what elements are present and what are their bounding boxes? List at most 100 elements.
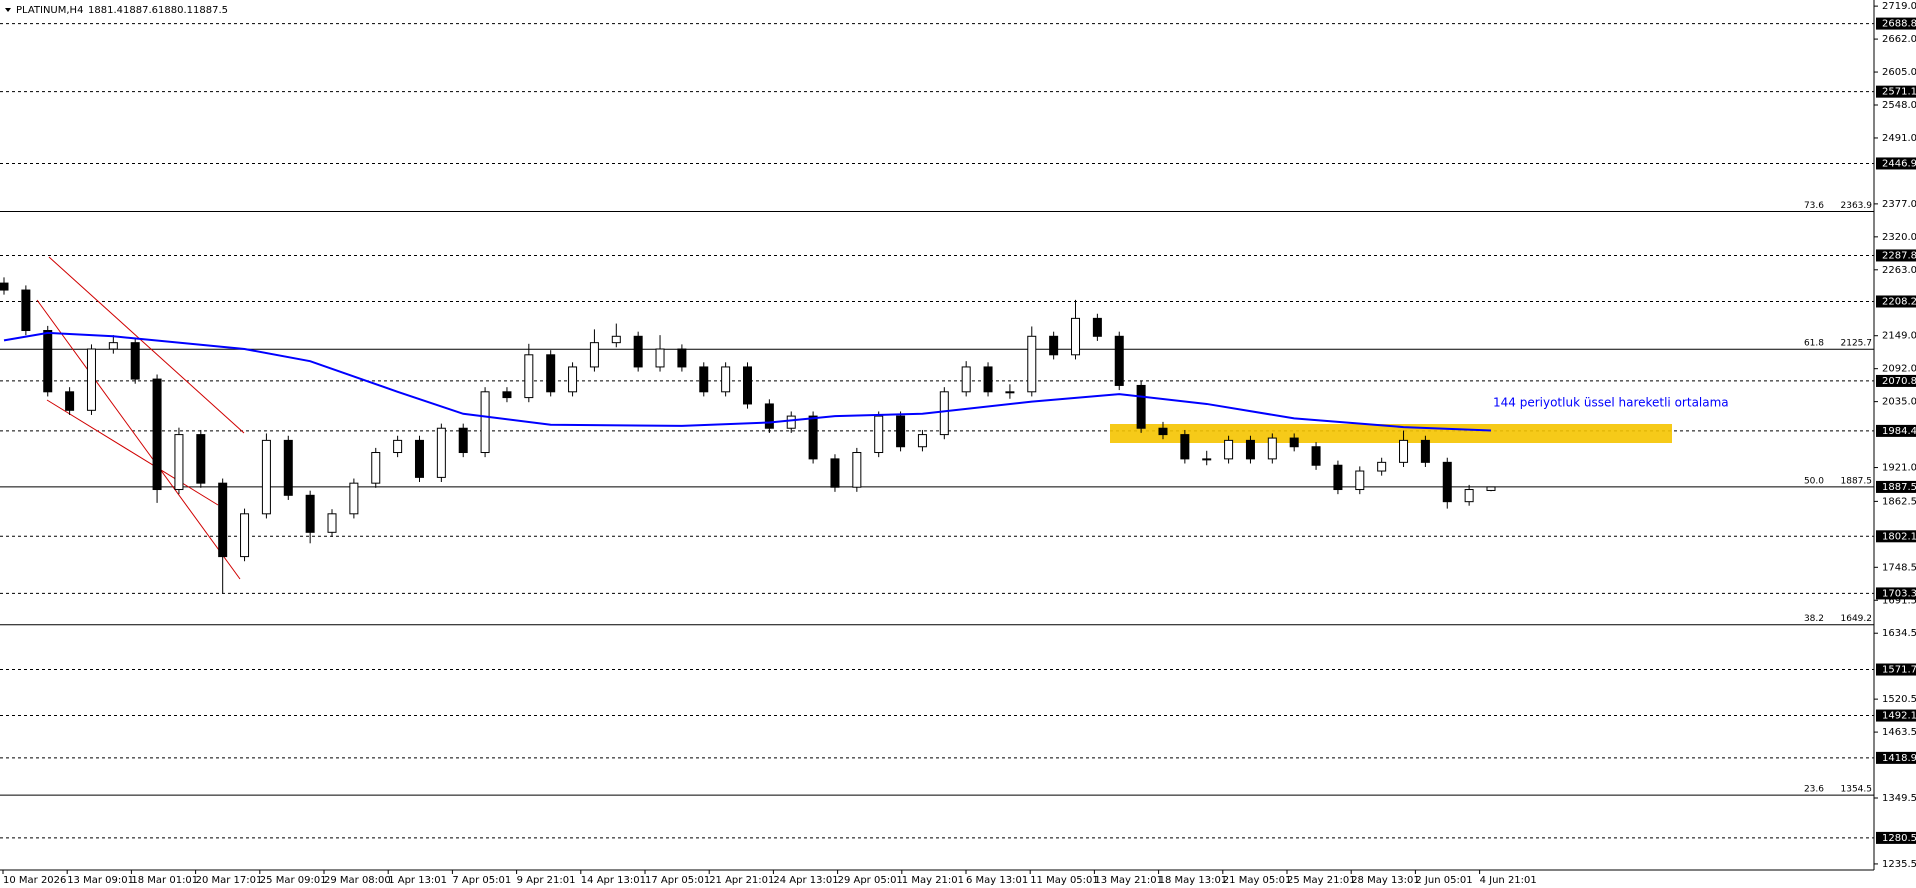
candle-body — [327, 513, 337, 533]
candle-body — [896, 415, 906, 448]
candle-body — [1355, 470, 1365, 491]
candle-body — [1202, 458, 1212, 461]
symbol: PLATINUM,H4 — [16, 5, 83, 16]
y-tick-label: 2035.0 — [1882, 397, 1916, 408]
fib-level: 50.0 — [1804, 476, 1824, 486]
candle-body — [349, 482, 359, 515]
candle-body — [1442, 461, 1452, 503]
candle-body — [1464, 489, 1474, 503]
y-tick-label: 2149.0 — [1882, 331, 1916, 342]
candle-body — [1180, 434, 1190, 460]
candle-body — [939, 391, 949, 436]
candle-body — [1114, 335, 1124, 386]
candle-body — [1136, 384, 1146, 429]
candle-body — [1311, 446, 1321, 466]
x-tick-label: 25 Mar 09:01 — [260, 875, 327, 886]
level-label: 2571.1 — [1882, 87, 1916, 98]
candle-body — [196, 434, 206, 484]
candle-body — [218, 482, 228, 558]
level-label: 1492.1 — [1882, 711, 1916, 722]
y-tick-label: 1520.5 — [1882, 694, 1916, 705]
fib-level: 23.6 — [1804, 785, 1824, 795]
candle-body — [524, 354, 534, 399]
x-tick-label: 7 Apr 05:01 — [452, 875, 511, 886]
x-tick-label: 18 Mar 01:01 — [131, 875, 198, 886]
candle-body — [1049, 335, 1059, 356]
candle-body — [393, 439, 403, 454]
y-tick-label: 1235.5 — [1882, 859, 1916, 870]
candle-body — [371, 452, 381, 484]
candle-body — [0, 282, 9, 291]
candle-body — [589, 342, 599, 368]
y-tick-label: 2662.0 — [1882, 34, 1916, 45]
candle-body — [240, 513, 250, 558]
menu-arrow[interactable] — [5, 8, 11, 12]
x-tick-label: 13 Mar 09:01 — [67, 875, 134, 886]
x-tick-label: 4 Jun 21:01 — [1480, 875, 1537, 886]
candle-body — [983, 366, 993, 393]
candle-body — [1420, 439, 1430, 463]
x-tick-label: 24 Apr 13:01 — [773, 875, 838, 886]
candle-body — [852, 452, 862, 488]
channel-line — [46, 399, 219, 506]
y-tick-label: 2605.0 — [1882, 67, 1916, 78]
level-box — [1876, 295, 1916, 308]
candle-body — [1071, 317, 1081, 356]
y-tick-label: 1748.5 — [1882, 562, 1916, 573]
candle-body — [611, 335, 621, 344]
x-tick-label: 29 Mar 08:00 — [324, 875, 391, 886]
level-label: 1802.1 — [1882, 531, 1916, 542]
x-tick-label: 21 May 05:01 — [1223, 875, 1292, 886]
candle-body — [1289, 437, 1299, 448]
candle-body — [655, 348, 665, 368]
x-tick-label: 28 May 13:01 — [1351, 875, 1420, 886]
candle-body — [764, 403, 774, 429]
candle-body — [743, 366, 752, 405]
fib-level: 38.2 — [1804, 614, 1824, 624]
fib-price: 2363.9 — [1841, 201, 1873, 211]
candle-body — [874, 415, 884, 454]
y-tick-label: 2377.0 — [1882, 199, 1916, 210]
candle-body — [65, 391, 75, 411]
y-tick-label: 2548.0 — [1882, 100, 1916, 111]
level-box — [1876, 751, 1916, 764]
level-box — [1876, 85, 1916, 98]
candle-body — [677, 348, 687, 368]
candle-body — [808, 415, 818, 460]
candle-body — [174, 434, 184, 491]
level-box — [1876, 17, 1916, 30]
ema-annotation: 144 periyotluk üssel hareketli ortalama — [1493, 396, 1729, 410]
channel-line — [36, 299, 241, 580]
candle-body — [1158, 427, 1168, 436]
y-tick-label: 2263.0 — [1882, 265, 1916, 276]
level-label: 2688.8 — [1882, 19, 1916, 30]
candle-body — [261, 439, 271, 515]
x-tick-label: 25 May 21:01 — [1287, 875, 1356, 886]
candle-body — [1224, 439, 1234, 460]
level-box — [1876, 424, 1916, 437]
x-tick-label: 17 Apr 05:01 — [645, 875, 710, 886]
candle-body — [1486, 486, 1496, 491]
level-box — [1876, 587, 1916, 600]
x-tick-label: 1 Apr 13:01 — [388, 875, 447, 886]
price-box — [1876, 480, 1916, 493]
x-tick-label: 14 Apr 13:01 — [581, 875, 646, 886]
candle-body — [546, 354, 556, 393]
x-tick-label: 21 Apr 21:01 — [709, 875, 774, 886]
candle-body — [283, 439, 293, 496]
x-tick-label: 10 Mar 2026 — [3, 875, 66, 886]
y-tick-label: 1862.5 — [1882, 496, 1916, 507]
candle-body — [1267, 437, 1277, 460]
level-label: 2070.8 — [1882, 376, 1916, 387]
y-tick-label: 2719.0 — [1882, 1, 1916, 12]
candle-body — [1377, 461, 1387, 472]
candle-body — [633, 335, 643, 368]
x-tick-label: 9 Apr 21:01 — [517, 875, 576, 886]
candle-body — [699, 366, 709, 393]
candle-body — [414, 439, 424, 478]
fib-price: 1649.2 — [1841, 614, 1873, 624]
candle-body — [130, 342, 140, 380]
y-tick-label: 1634.5 — [1882, 628, 1916, 639]
